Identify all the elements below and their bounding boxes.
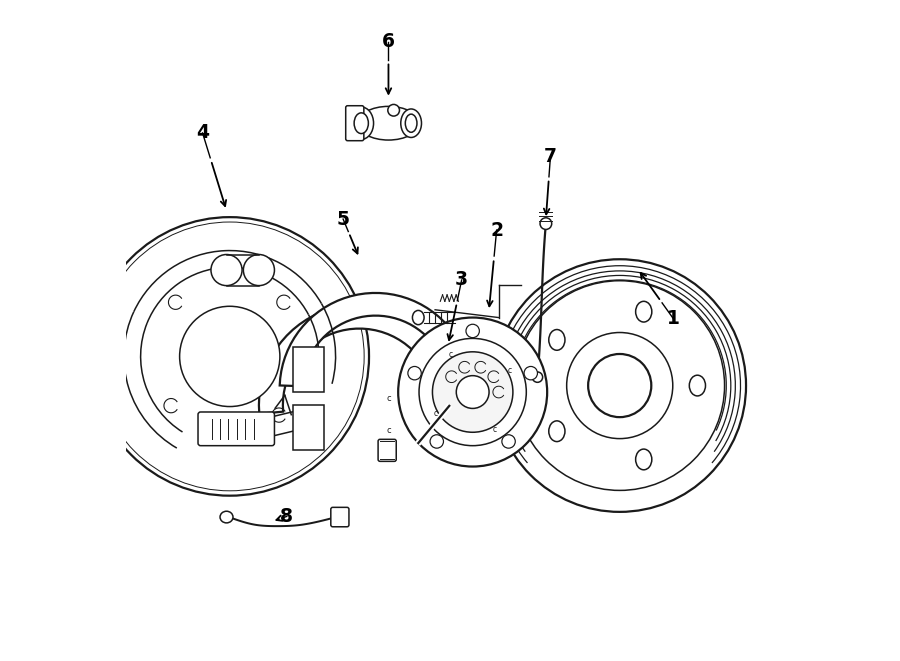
FancyBboxPatch shape [331, 508, 349, 527]
Text: c: c [492, 425, 496, 434]
Circle shape [408, 366, 421, 380]
Ellipse shape [357, 106, 419, 140]
Circle shape [456, 375, 489, 408]
Text: c: c [449, 350, 453, 359]
Text: 6: 6 [382, 32, 395, 51]
Circle shape [567, 332, 673, 439]
Text: 8: 8 [280, 507, 293, 526]
Polygon shape [280, 293, 470, 386]
Text: c: c [433, 409, 437, 418]
Circle shape [524, 366, 537, 380]
Circle shape [466, 325, 480, 338]
Text: c: c [508, 366, 512, 375]
Circle shape [180, 306, 280, 407]
Circle shape [588, 354, 652, 417]
Circle shape [243, 254, 274, 286]
Text: 1: 1 [667, 309, 680, 329]
FancyBboxPatch shape [292, 405, 324, 450]
FancyBboxPatch shape [346, 106, 364, 141]
Ellipse shape [635, 301, 652, 322]
FancyBboxPatch shape [198, 412, 274, 446]
Ellipse shape [220, 511, 233, 523]
Ellipse shape [635, 449, 652, 470]
Text: 5: 5 [337, 210, 349, 229]
Circle shape [91, 217, 369, 496]
Circle shape [419, 338, 526, 446]
Polygon shape [259, 305, 460, 414]
Circle shape [398, 317, 547, 467]
Text: 4: 4 [196, 124, 209, 142]
Text: c: c [386, 426, 391, 436]
Circle shape [430, 435, 444, 448]
Ellipse shape [405, 114, 417, 132]
FancyBboxPatch shape [292, 346, 324, 392]
Circle shape [515, 281, 724, 490]
Circle shape [432, 352, 513, 432]
FancyBboxPatch shape [378, 440, 396, 461]
Text: 2: 2 [491, 221, 503, 239]
Ellipse shape [388, 104, 400, 116]
Ellipse shape [540, 217, 552, 229]
Ellipse shape [689, 375, 706, 396]
Ellipse shape [549, 330, 565, 350]
Text: 7: 7 [544, 147, 557, 167]
Ellipse shape [354, 113, 368, 134]
Ellipse shape [549, 421, 565, 442]
Ellipse shape [349, 107, 373, 139]
Ellipse shape [412, 311, 424, 325]
Text: c: c [386, 394, 391, 403]
Circle shape [493, 259, 746, 512]
Circle shape [502, 435, 516, 448]
Ellipse shape [400, 109, 421, 137]
Text: 3: 3 [455, 270, 468, 290]
Circle shape [211, 254, 242, 286]
Ellipse shape [532, 372, 543, 382]
